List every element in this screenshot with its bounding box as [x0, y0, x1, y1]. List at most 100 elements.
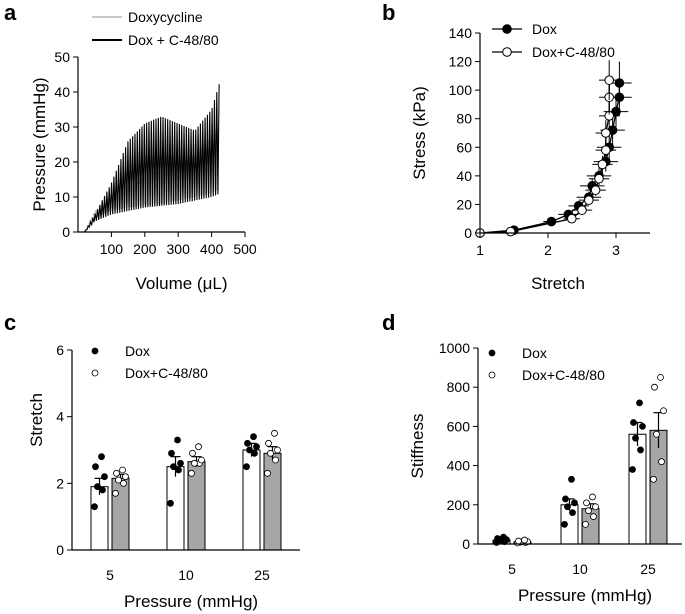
data-point: [119, 466, 126, 474]
y-tick-label: 100: [449, 82, 473, 98]
y-tick-label: 600: [447, 418, 471, 434]
x-axis-label: Pressure (mmHg): [124, 592, 258, 611]
y-axis-label: Stress (kPa): [410, 86, 429, 180]
data-point: [198, 456, 205, 464]
y-tick-label: 60: [456, 139, 472, 155]
data-point: [639, 422, 646, 430]
data-point: [637, 446, 644, 454]
y-axis-label: Stiffness: [408, 414, 427, 479]
data-point: [589, 493, 596, 501]
data-point: [597, 159, 608, 170]
data-point: [98, 453, 105, 461]
data-point: [92, 463, 99, 471]
legend-label: Dox: [532, 21, 557, 37]
chart-panel-b: 0 20 40 60 80 100 120 140 1 2 3 Stretch Stress (kPa)…: [410, 21, 650, 293]
y-tick-label: 140: [449, 25, 473, 41]
x-axis-label: Stretch: [531, 274, 585, 293]
x-axis-label: Volume (μL): [136, 274, 228, 293]
data-point: [99, 486, 106, 494]
data-point: [657, 373, 664, 381]
data-point: [175, 466, 182, 474]
data-point: [113, 469, 120, 477]
data-point: [494, 535, 501, 542]
legend-marker: [91, 347, 99, 355]
panel-label-b: b: [382, 0, 395, 25]
data-point: [505, 226, 516, 237]
bar: [263, 452, 282, 551]
data-point: [582, 521, 589, 528]
data-point: [592, 503, 599, 511]
x-tick-label: 3: [612, 242, 620, 258]
data-point: [632, 434, 639, 442]
panel-label-a: a: [4, 0, 17, 25]
y-tick-label: 80: [456, 111, 472, 127]
data-point: [265, 439, 272, 447]
data-point: [271, 429, 278, 437]
x-tick-label: 25: [640, 561, 656, 577]
data-point: [562, 495, 569, 503]
y-tick-label: 50: [54, 49, 70, 65]
data-point: [590, 513, 597, 520]
panel-label-c: c: [4, 310, 16, 335]
legend-marker: [488, 371, 496, 379]
data-point: [629, 466, 636, 473]
data-point: [590, 185, 601, 195]
y-axis-label: Stretch: [27, 393, 46, 447]
y-tick-label: 400: [447, 458, 471, 474]
data-point: [174, 436, 181, 444]
legend-swatch-marker: [502, 47, 512, 57]
chart-panel-a: 0 10 20 30 40 50 100 200 300 400 500 Volume (μL) Pre…: [30, 9, 257, 293]
data-point: [561, 521, 568, 528]
data-point: [584, 195, 594, 205]
y-tick-label: 4: [56, 409, 64, 425]
data-point: [167, 499, 174, 507]
data-point: [658, 458, 665, 466]
data-point: [101, 473, 108, 481]
x-tick-label: 2: [544, 242, 552, 258]
data-point: [515, 537, 522, 545]
data-point: [112, 489, 119, 497]
data-point: [594, 173, 604, 184]
x-tick-label: 1: [476, 242, 484, 258]
y-tick-label: 20: [54, 154, 70, 170]
y-tick-label: 6: [56, 342, 64, 358]
y-tick-label: 0: [464, 225, 472, 241]
x-tick-label: 5: [106, 567, 114, 583]
legend-marker: [488, 349, 496, 357]
y-tick-label: 0: [56, 542, 64, 558]
bar: [166, 466, 185, 551]
bar: [111, 477, 130, 551]
legend-label: Dox+C-48/80: [125, 365, 208, 381]
y-tick-label: 800: [447, 379, 471, 395]
data-point: [170, 463, 177, 471]
data-point: [246, 446, 253, 454]
x-tick-label: 5: [508, 561, 516, 577]
data-point: [546, 216, 557, 227]
x-tick-label: 100: [100, 241, 124, 257]
data-point: [577, 205, 587, 215]
legend-label: Dox+C-48/80: [532, 44, 615, 60]
data-point: [250, 433, 257, 441]
data-point: [243, 463, 250, 471]
x-tick-label: 10: [572, 561, 588, 577]
data-point: [264, 469, 271, 477]
y-tick-label: 2: [56, 475, 64, 491]
y-tick-label: 1000: [439, 340, 470, 356]
data-point: [651, 383, 658, 391]
data-point: [500, 533, 507, 541]
data-point: [564, 503, 571, 511]
data-point: [601, 128, 611, 138]
data-point: [244, 439, 251, 447]
data-point: [253, 443, 260, 451]
y-axis-label: Pressure (mmHg): [30, 77, 49, 211]
x-tick-label: 500: [233, 241, 257, 257]
data-point: [571, 499, 578, 507]
y-tick-label: 30: [54, 119, 70, 135]
data-point: [568, 475, 575, 483]
data-point: [94, 483, 101, 491]
data-point: [188, 469, 195, 477]
data-point: [251, 449, 258, 457]
y-tick-label: 200: [447, 497, 471, 513]
data-point: [272, 456, 279, 464]
legend-label: Dox + C-48/80: [128, 32, 219, 48]
